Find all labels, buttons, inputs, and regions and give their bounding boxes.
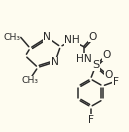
Text: F: F: [113, 77, 119, 87]
Text: O: O: [104, 70, 112, 80]
Text: O: O: [103, 50, 111, 60]
Text: NH: NH: [64, 36, 80, 46]
Text: CH₃: CH₃: [22, 76, 39, 85]
Text: S: S: [92, 60, 100, 70]
Text: N: N: [51, 57, 59, 67]
Text: O: O: [89, 32, 97, 42]
Text: HN: HN: [76, 54, 91, 64]
Text: N: N: [43, 32, 51, 42]
Text: F: F: [87, 115, 94, 125]
Text: CH₃: CH₃: [3, 33, 20, 42]
